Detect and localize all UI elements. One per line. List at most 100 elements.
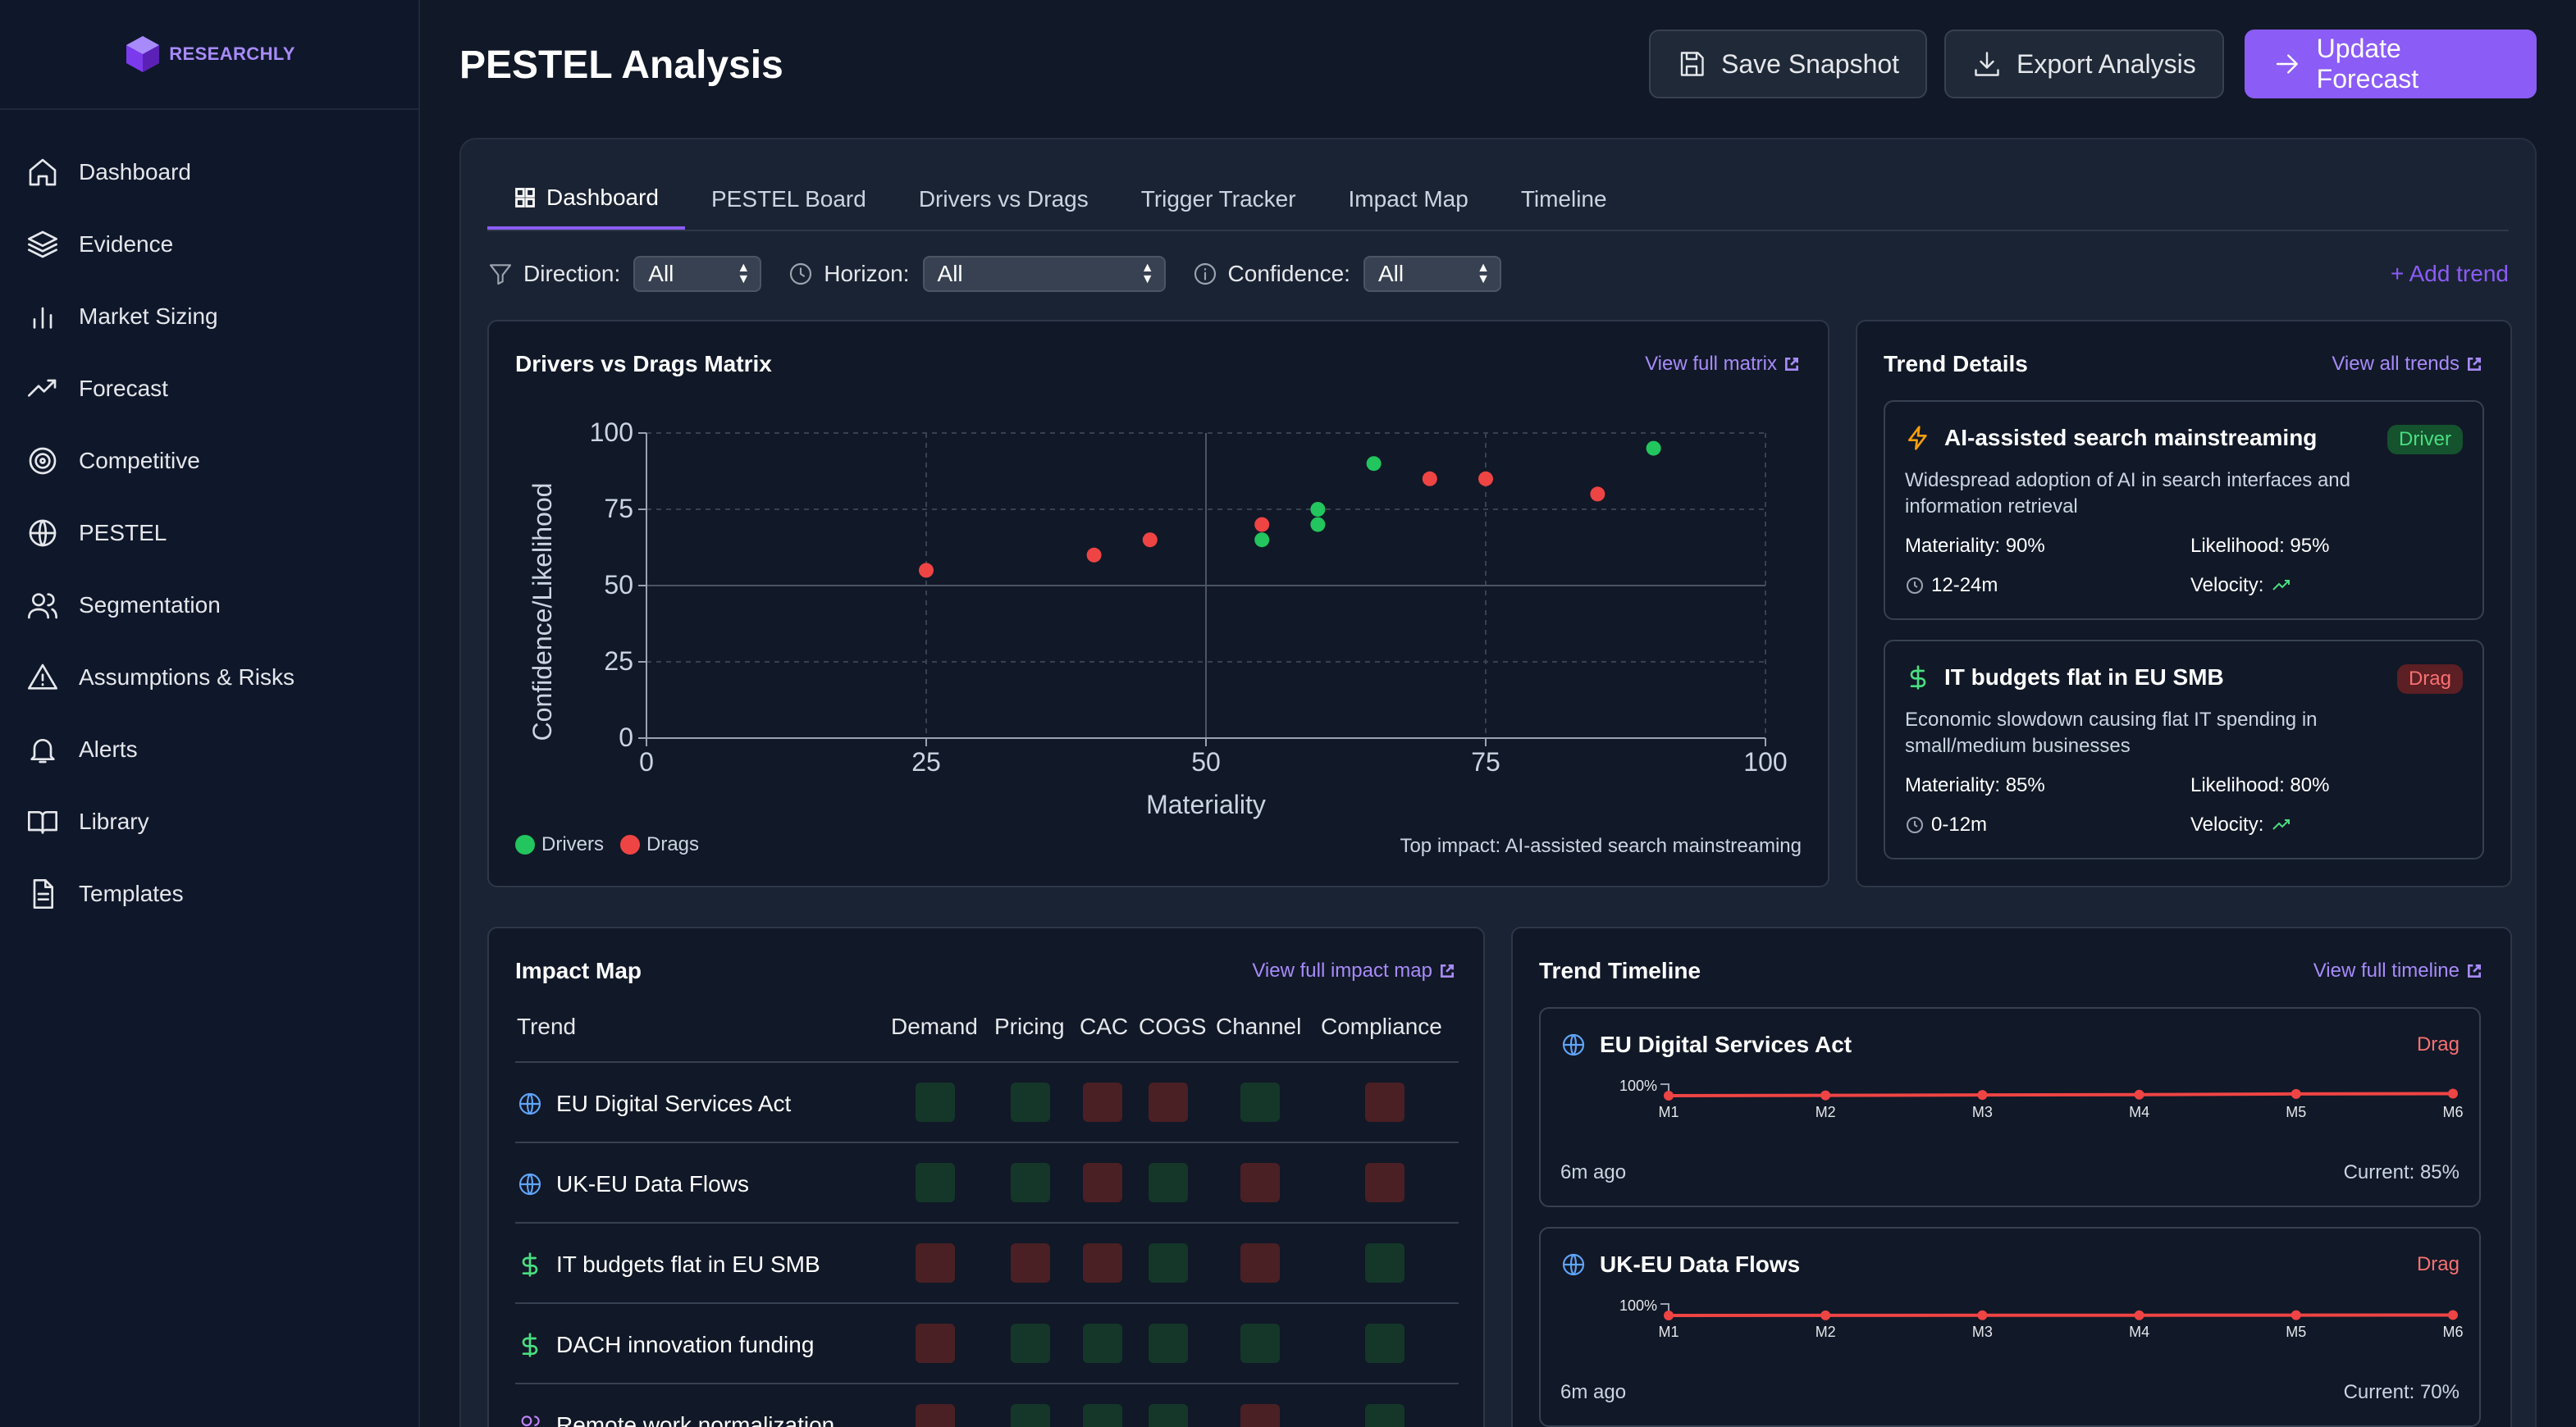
drag-point[interactable] [919,563,934,578]
horizon-select[interactable]: All ▲ ▼ [922,256,1166,292]
impact-cell[interactable] [1083,1324,1122,1363]
impact-cell[interactable] [1011,1324,1050,1363]
view-full-matrix-link[interactable]: View full matrix [1645,353,1800,376]
driver-point[interactable] [1366,456,1382,472]
sidebar-item-assumptions-risks[interactable]: Assumptions & Risks [0,641,418,714]
view-all-trends-link[interactable]: View all trends [2332,353,2482,376]
sidebar-item-alerts[interactable]: Alerts [0,714,418,786]
impact-cell[interactable] [916,1324,955,1363]
timeline-item[interactable]: UK-EU Data Flows Drag 6m ago Current: 70% 10… [1539,1227,2481,1427]
sidebar-item-forecast[interactable]: Forecast [0,353,418,425]
driver-point[interactable] [1310,502,1326,517]
impact-row[interactable]: UK-EU Data Flows [515,1142,1459,1222]
drag-point[interactable] [1086,547,1102,563]
drag-point[interactable] [1590,486,1605,502]
dashboard-panel: Dashboard PESTEL Board Drivers vs Drags … [459,138,2537,1427]
drag-point[interactable] [1422,471,1437,486]
target-icon [29,447,57,475]
impact-cell[interactable] [1011,1243,1050,1283]
sidebar-item-pestel[interactable]: PESTEL [0,497,418,569]
timeline-item[interactable]: EU Digital Services Act Drag 6m ago Current… [1539,1007,2481,1207]
direction-select[interactable]: All ▲ ▼ [633,256,762,292]
timeline-point[interactable] [1664,1311,1674,1320]
impact-cell[interactable] [916,1404,955,1427]
bell-icon [30,739,55,764]
timeline-point[interactable] [2134,1089,2144,1100]
trend-detail-item[interactable]: IT budgets flat in EU SMB Drag Economic … [1884,640,2484,859]
dollar-icon [522,1252,538,1277]
update-forecast-button[interactable]: Update Forecast [2245,30,2537,98]
impact-cell[interactable] [1083,1243,1122,1283]
view-full-timeline-link[interactable]: View full timeline [2313,960,2482,982]
impact-cell[interactable] [1149,1243,1188,1283]
timeline-point[interactable] [2448,1310,2458,1320]
driver-point[interactable] [1254,532,1270,548]
impact-cell[interactable] [1011,1404,1050,1427]
timeline-point[interactable] [2134,1310,2144,1320]
trend-detail-item[interactable]: AI-assisted search mainstreaming Driver … [1884,400,2484,620]
impact-cell[interactable] [1149,1163,1188,1202]
export-analysis-button[interactable]: Export Analysis [1944,30,2224,98]
impact-cell[interactable] [1149,1083,1188,1122]
impact-cell[interactable] [916,1243,955,1283]
drag-point[interactable] [1142,532,1158,548]
impact-cell[interactable] [1149,1404,1188,1427]
tab-dashboard[interactable]: Dashboard [487,169,685,230]
impact-cell[interactable] [1011,1163,1050,1202]
driver-point[interactable] [1646,440,1661,456]
impact-cell[interactable] [1011,1083,1050,1122]
impact-cell[interactable] [1365,1163,1404,1202]
sidebar-item-evidence[interactable]: Evidence [0,208,418,280]
tab-impact-map[interactable]: Impact Map [1322,169,1495,230]
timeline-point[interactable] [2291,1310,2301,1320]
tab-pestel-board[interactable]: PESTEL Board [685,169,893,230]
tab-drivers-vs-drags[interactable]: Drivers vs Drags [893,169,1115,230]
trend-description: Economic slowdown causing flat IT spendi… [1905,709,2318,757]
drag-point[interactable] [1254,517,1270,532]
impact-cell[interactable] [1240,1083,1280,1122]
sidebar-item-dashboard[interactable]: Dashboard [0,136,418,208]
impact-cell[interactable] [1365,1243,1404,1283]
impact-cell[interactable] [1365,1083,1404,1122]
impact-row[interactable]: DACH innovation funding [515,1302,1459,1383]
drag-point[interactable] [1478,471,1493,486]
impact-cell[interactable] [1083,1163,1122,1202]
impact-cell[interactable] [916,1163,955,1202]
view-full-impact-map-link[interactable]: View full impact map [1252,960,1455,982]
sidebar-item-competitive[interactable]: Competitive [0,425,418,497]
sidebar-item-market-sizing[interactable]: Market Sizing [0,280,418,353]
document-icon [33,879,53,909]
impact-row[interactable]: IT budgets flat in EU SMB [515,1222,1459,1302]
impact-cell[interactable] [1240,1324,1280,1363]
impact-cell[interactable] [1365,1324,1404,1363]
impact-row[interactable]: Remote work normalization [515,1383,1459,1427]
timeline-point[interactable] [1820,1310,1831,1320]
timeline-point[interactable] [1664,1091,1674,1101]
sidebar-item-templates[interactable]: Templates [0,858,418,930]
x-tick-label: 0 [639,747,654,777]
impact-cell[interactable] [1149,1324,1188,1363]
impact-cell[interactable] [1240,1163,1280,1202]
brand[interactable]: RESEARCHLY [0,0,418,110]
impact-row[interactable]: EU Digital Services Act [515,1061,1459,1142]
save-snapshot-button[interactable]: Save Snapshot [1649,30,1928,98]
impact-cell[interactable] [1083,1083,1122,1122]
add-trend-button[interactable]: + Add trend [2390,261,2509,286]
confidence-select[interactable]: All ▲ ▼ [1363,256,1501,292]
tab-trigger-tracker[interactable]: Trigger Tracker [1115,169,1322,230]
impact-cell[interactable] [916,1083,955,1122]
impact-cell[interactable] [1240,1243,1280,1283]
impact-cell[interactable] [1083,1404,1122,1427]
impact-cell[interactable] [1365,1404,1404,1427]
timeline-point[interactable] [1977,1310,1988,1320]
tab-timeline[interactable]: Timeline [1495,169,1633,230]
impact-cell[interactable] [1240,1404,1280,1427]
timeline-point[interactable] [2448,1088,2458,1099]
timeline-point[interactable] [2291,1088,2301,1099]
sidebar-item-segmentation[interactable]: Segmentation [0,569,418,641]
trend-velocity: Velocity: [2190,814,2293,837]
timeline-point[interactable] [1820,1090,1831,1101]
driver-point[interactable] [1310,517,1326,532]
sidebar-item-library[interactable]: Library [0,786,418,858]
timeline-point[interactable] [1977,1090,1988,1101]
